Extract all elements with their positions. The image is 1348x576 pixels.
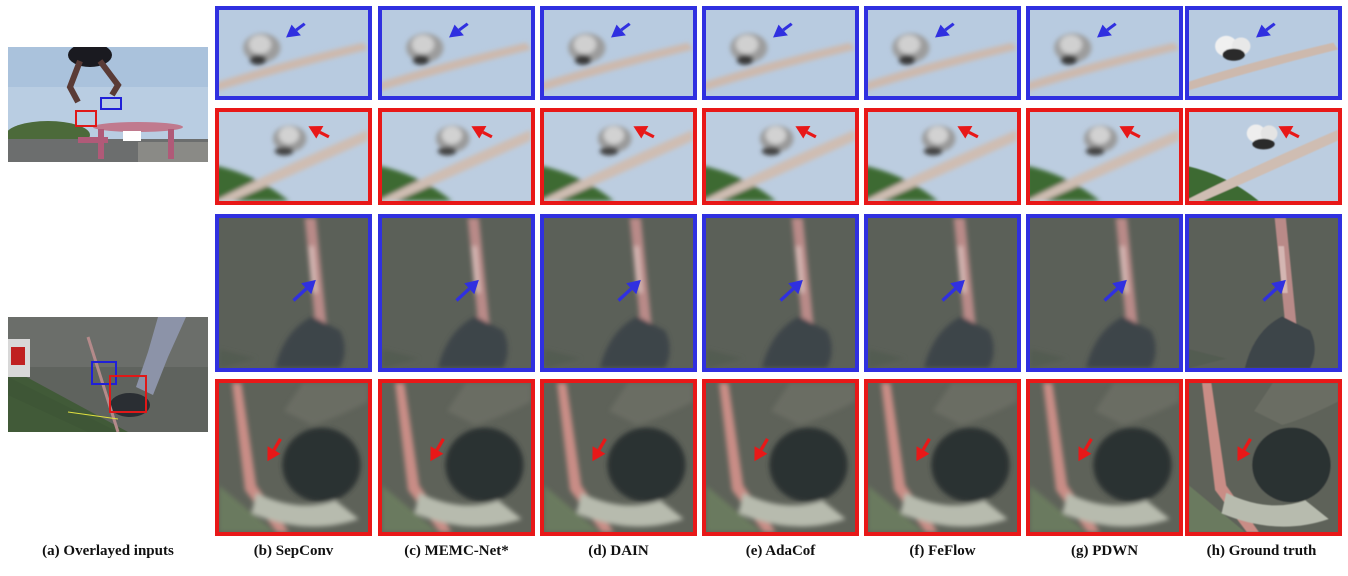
crop-image-r4-c2 [219,383,368,532]
crop-image-r3-c6 [868,218,1017,368]
crop-image-r4-c7 [1030,383,1179,532]
crop-r2-c4 [540,108,697,205]
crop-r4-c7 [1026,379,1183,536]
crop-r2-c7 [1026,108,1183,205]
crop-r1-c2 [215,6,372,100]
crop-image-r4-c3 [382,383,531,532]
crop-image-r3-c4 [544,218,693,368]
crop-image-r2-c2 [219,112,368,201]
crop-image-r2-c8 [1189,112,1338,201]
crop-r1-c5 [702,6,859,100]
crop-r1-c3 [378,6,535,100]
crop-image-r2-c4 [544,112,693,201]
caption-sepconv: (b) SepConv [253,543,334,559]
input-thumbnail-skate [8,47,208,162]
crop-r2-c6 [864,108,1021,205]
input-thumbnail-shoe [8,317,208,432]
crop-image-r2-c5 [706,112,855,201]
crop-image-r1-c4 [544,10,693,96]
crop-r3-c2 [215,214,372,372]
crop-r2-c3 [378,108,535,205]
crop-image-r3-c7 [1030,218,1179,368]
crop-image-r4-c6 [868,383,1017,532]
caption-dain: (d) DAIN [588,543,649,559]
crop-r1-c7 [1026,6,1183,100]
caption-feflow: (f) FeFlow [909,543,976,559]
caption-adacof: (e) AdaCof [745,543,816,559]
crop-r1-c4 [540,6,697,100]
crop-r2-c5 [702,108,859,205]
crop-image-r1-c3 [382,10,531,96]
crop-r3-c6 [864,214,1021,372]
crop-r2-c2 [215,108,372,205]
crop-image-r4-c8 [1189,383,1338,532]
crop-r1-c6 [864,6,1021,100]
crop-r3-c3 [378,214,535,372]
crop-image-r2-c3 [382,112,531,201]
crop-r4-c4 [540,379,697,536]
crop-r4-c5 [702,379,859,536]
crop-image-r3-c3 [382,218,531,368]
crop-r1-c8 [1185,6,1342,100]
crop-image-r1-c8 [1189,10,1338,96]
crop-r4-c3 [378,379,535,536]
crop-image-r1-c5 [706,10,855,96]
crop-r4-c8 [1185,379,1342,536]
crop-image-r1-c7 [1030,10,1179,96]
crop-r3-c8 [1185,214,1342,372]
caption-pdwn: (g) PDWN [1070,543,1139,559]
crop-image-r3-c8 [1189,218,1338,368]
crop-r4-c6 [864,379,1021,536]
crop-image-r4-c4 [544,383,693,532]
crop-image-r3-c2 [219,218,368,368]
crop-r2-c8 [1185,108,1342,205]
caption-memc-net: (c) MEMC-Net* [404,543,509,559]
crop-image-r3-c5 [706,218,855,368]
crop-r3-c7 [1026,214,1183,372]
caption-overlayed-inputs: (a) Overlayed inputs [42,543,174,559]
crop-image-r2-c7 [1030,112,1179,201]
caption-ground-truth: (h) Ground truth [1206,543,1317,559]
crop-image-r4-c5 [706,383,855,532]
crop-image-r1-c2 [219,10,368,96]
crop-image-r1-c6 [868,10,1017,96]
crop-image-r2-c6 [868,112,1017,201]
crop-r3-c4 [540,214,697,372]
crop-r3-c5 [702,214,859,372]
crop-r4-c2 [215,379,372,536]
